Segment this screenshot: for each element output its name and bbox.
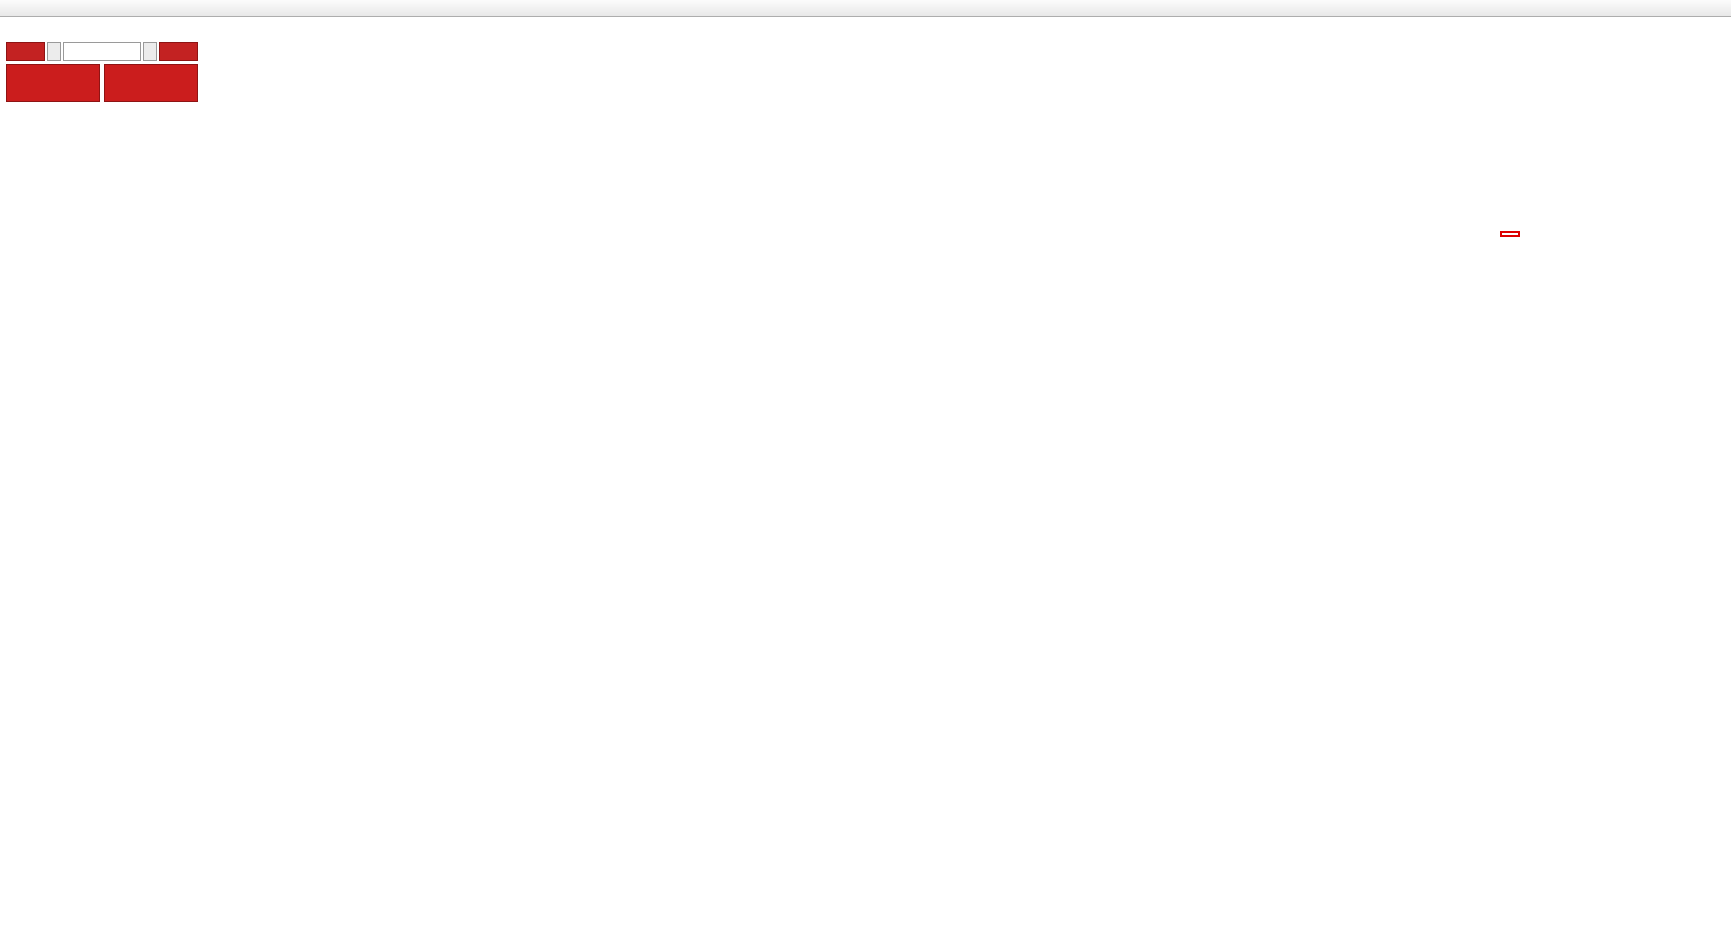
rsi-indicator-label — [4, 743, 9, 754]
price-axis[interactable] — [1687, 17, 1731, 921]
buy-price-button[interactable] — [104, 64, 198, 102]
lot-increase-button[interactable] — [143, 42, 157, 61]
macd-indicator-label — [4, 592, 14, 603]
lot-input[interactable] — [63, 42, 141, 61]
one-click-trading-panel — [6, 42, 198, 102]
sell-price-button[interactable] — [6, 64, 100, 102]
toolbar — [0, 0, 1731, 17]
time-axis[interactable] — [0, 921, 1687, 942]
buy-button[interactable] — [158, 42, 198, 61]
sell-button[interactable] — [6, 42, 46, 61]
support-price-annotation — [1500, 231, 1520, 237]
chart-title — [5, 21, 11, 32]
lot-decrease-button[interactable] — [47, 42, 61, 61]
